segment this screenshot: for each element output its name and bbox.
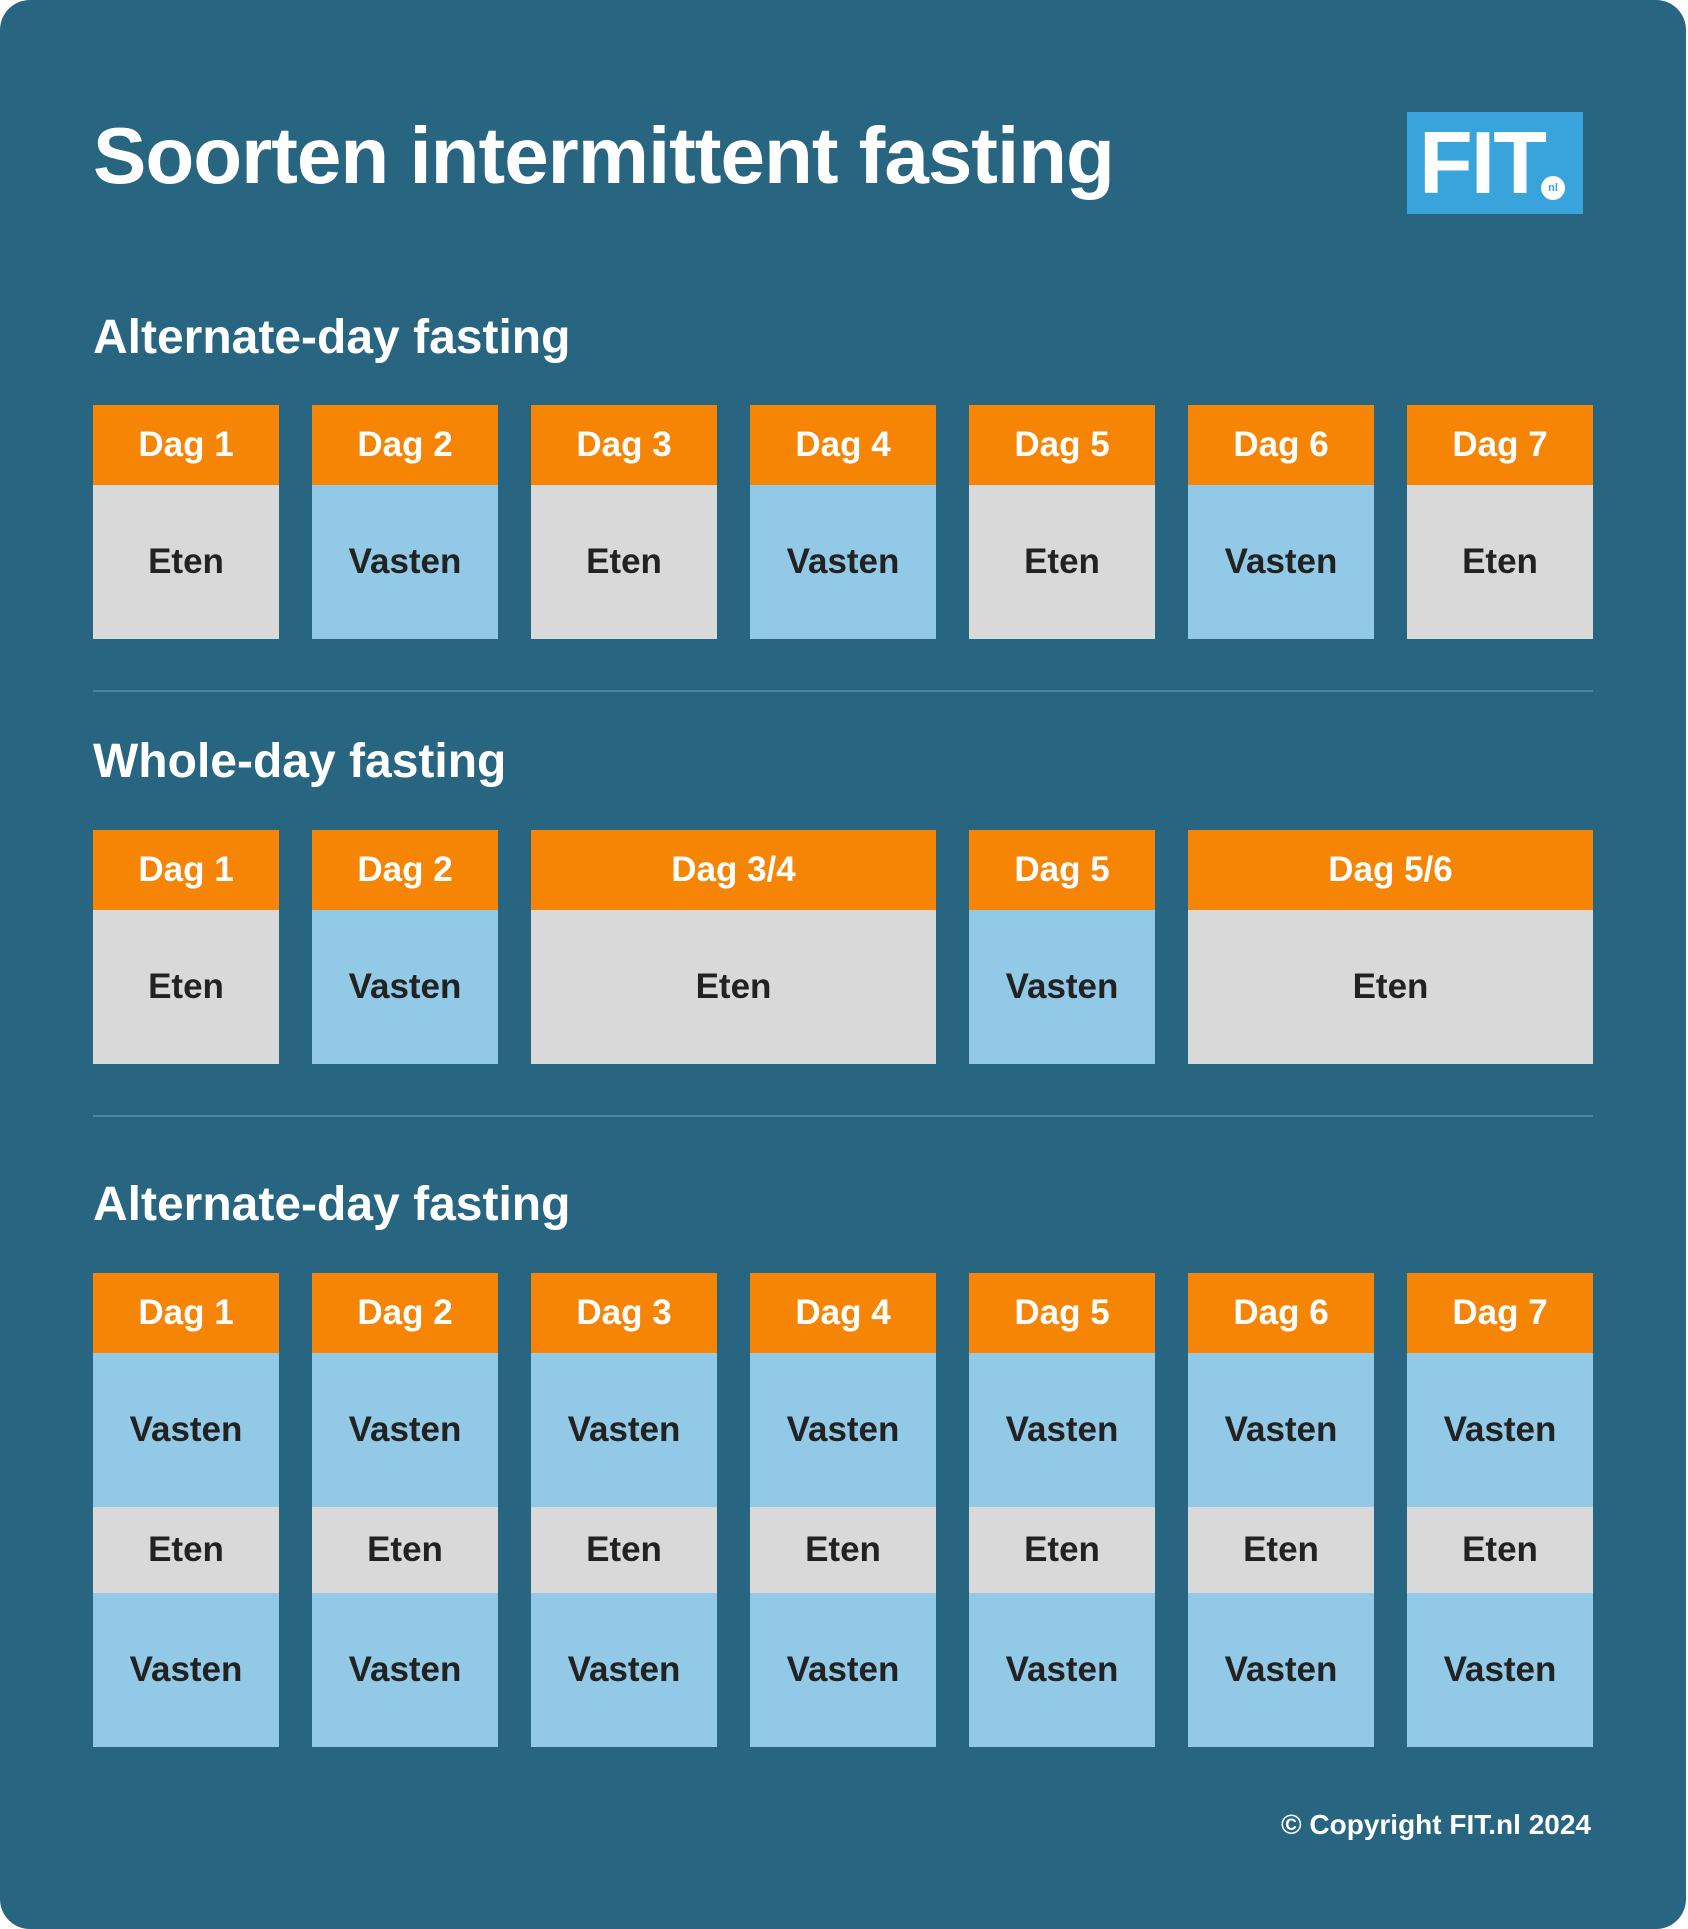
section-title-whole-day: Whole-day fasting <box>93 735 507 788</box>
fast-cell: Vasten <box>1407 1593 1593 1747</box>
divider <box>93 690 1593 692</box>
eat-cell: Eten <box>969 1507 1155 1593</box>
day-header: Dag 5 <box>969 1273 1155 1353</box>
day-column: Dag 7 Vasten Eten Vasten <box>1407 1273 1593 1747</box>
day-column: Dag 5 Vasten Eten Vasten <box>969 1273 1155 1747</box>
divider <box>93 1115 1593 1117</box>
day-header: Dag 4 <box>750 1273 936 1353</box>
day-column: Dag 3 Eten <box>531 405 717 639</box>
day-column: Dag 3/4 Eten <box>531 830 936 1064</box>
day-header: Dag 1 <box>93 1273 279 1353</box>
day-header: Dag 5/6 <box>1188 830 1593 910</box>
fast-cell: Vasten <box>93 1593 279 1747</box>
day-column: Dag 1 Eten <box>93 830 279 1064</box>
fast-cell: Vasten <box>93 1353 279 1507</box>
day-column: Dag 3 Vasten Eten Vasten <box>531 1273 717 1747</box>
fast-cell: Vasten <box>750 485 936 639</box>
fast-cell: Vasten <box>969 910 1155 1064</box>
section-title-time-restricted: Alternate-day fasting <box>93 1178 571 1231</box>
day-header: Dag 2 <box>312 405 498 485</box>
fast-cell: Vasten <box>969 1353 1155 1507</box>
eat-cell: Eten <box>93 485 279 639</box>
fast-cell: Vasten <box>969 1593 1155 1747</box>
eat-cell: Eten <box>1407 485 1593 639</box>
day-header: Dag 2 <box>312 830 498 910</box>
fast-cell: Vasten <box>750 1593 936 1747</box>
day-column: Dag 7 Eten <box>1407 405 1593 639</box>
copyright-notice: © Copyright FIT.nl 2024 <box>1280 1809 1591 1840</box>
day-header: Dag 6 <box>1188 405 1374 485</box>
day-column: Dag 6 Vasten <box>1188 405 1374 639</box>
eat-cell: Eten <box>969 485 1155 639</box>
eat-cell: Eten <box>93 1507 279 1593</box>
fast-cell: Vasten <box>312 1593 498 1747</box>
fast-cell: Vasten <box>312 910 498 1064</box>
day-header: Dag 5 <box>969 830 1155 910</box>
day-column: Dag 2 Vasten <box>312 830 498 1064</box>
eat-cell: Eten <box>93 910 279 1064</box>
eat-cell: Eten <box>1188 1507 1374 1593</box>
logo-nl-badge: nl <box>1541 176 1565 200</box>
eat-cell: Eten <box>1188 910 1593 1064</box>
fast-cell: Vasten <box>1188 1353 1374 1507</box>
eat-cell: Eten <box>312 1507 498 1593</box>
day-header: Dag 6 <box>1188 1273 1374 1353</box>
eat-cell: Eten <box>1407 1507 1593 1593</box>
day-column: Dag 5 Eten <box>969 405 1155 639</box>
day-header: Dag 2 <box>312 1273 498 1353</box>
eat-cell: Eten <box>531 910 936 1064</box>
day-column: Dag 5 Vasten <box>969 830 1155 1064</box>
day-header: Dag 3/4 <box>531 830 936 910</box>
day-column: Dag 5/6 Eten <box>1188 830 1593 1064</box>
eat-cell: Eten <box>531 1507 717 1593</box>
fast-cell: Vasten <box>750 1353 936 1507</box>
fast-cell: Vasten <box>1188 485 1374 639</box>
day-column: Dag 4 Vasten <box>750 405 936 639</box>
day-column: Dag 6 Vasten Eten Vasten <box>1188 1273 1374 1747</box>
fast-cell: Vasten <box>531 1593 717 1747</box>
logo-text: FIT <box>1419 113 1547 212</box>
day-column: Dag 4 Vasten Eten Vasten <box>750 1273 936 1747</box>
day-column: Dag 1 Eten <box>93 405 279 639</box>
page-title: Soorten intermittent fasting <box>93 111 1115 200</box>
day-column: Dag 2 Vasten <box>312 405 498 639</box>
day-header: Dag 7 <box>1407 1273 1593 1353</box>
eat-cell: Eten <box>750 1507 936 1593</box>
day-header: Dag 7 <box>1407 405 1593 485</box>
fast-cell: Vasten <box>312 485 498 639</box>
fast-cell: Vasten <box>312 1353 498 1507</box>
day-header: Dag 1 <box>93 405 279 485</box>
day-column: Dag 1 Vasten Eten Vasten <box>93 1273 279 1747</box>
fit-logo: FIT nl <box>1407 112 1583 214</box>
day-column: Dag 2 Vasten Eten Vasten <box>312 1273 498 1747</box>
day-header: Dag 3 <box>531 405 717 485</box>
day-header: Dag 1 <box>93 830 279 910</box>
fast-cell: Vasten <box>1407 1353 1593 1507</box>
fast-cell: Vasten <box>531 1353 717 1507</box>
section-title-alternate-day: Alternate-day fasting <box>93 311 571 364</box>
day-header: Dag 5 <box>969 405 1155 485</box>
day-header: Dag 4 <box>750 405 936 485</box>
day-header: Dag 3 <box>531 1273 717 1353</box>
fast-cell: Vasten <box>1188 1593 1374 1747</box>
eat-cell: Eten <box>531 485 717 639</box>
